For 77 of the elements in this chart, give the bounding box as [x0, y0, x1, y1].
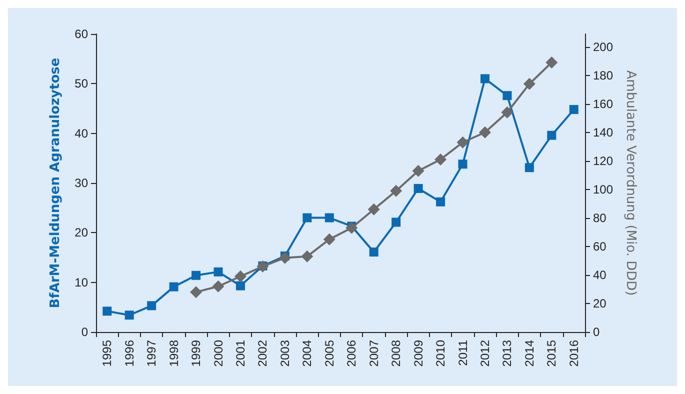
x-tick-label: 2007: [366, 340, 381, 367]
x-tick-label: 2011: [456, 340, 470, 366]
x-tick-label: 2004: [300, 340, 314, 367]
x-tick-label: 2000: [211, 340, 226, 367]
y2-tick-label: 20: [593, 296, 607, 310]
point: [278, 252, 291, 264]
point: [301, 250, 314, 262]
x-tick-label: 1999: [189, 340, 204, 367]
point: [456, 136, 469, 148]
y2-tick-label: 0: [593, 325, 600, 339]
x-tick-label: 2013: [500, 340, 514, 367]
point: [458, 160, 468, 169]
x-tick-label: 2009: [411, 340, 426, 367]
point: [368, 203, 380, 216]
x-tick-label: 2014: [522, 340, 536, 367]
x-tick-label: 1997: [144, 340, 159, 367]
point: [234, 270, 246, 282]
point: [414, 184, 423, 193]
y2-tick-label: 40: [593, 268, 607, 282]
y2-tick-label: 80: [593, 210, 607, 225]
y-tick-label: 30: [74, 176, 88, 190]
point: [236, 281, 245, 290]
y-tick-label: 0: [81, 325, 88, 339]
point: [124, 310, 134, 320]
y2-tick-label: 60: [593, 239, 607, 254]
x-tick-label: 2015: [544, 340, 559, 367]
point: [524, 163, 534, 172]
point: [480, 74, 490, 84]
point: [412, 164, 424, 177]
point: [390, 184, 402, 197]
point: [102, 306, 112, 316]
point: [212, 280, 224, 292]
y-tick-label: 10: [74, 275, 88, 290]
y-tick-label: 40: [74, 126, 88, 140]
point: [323, 233, 336, 246]
x-tick-label: 2002: [256, 340, 270, 367]
point: [190, 286, 202, 298]
x-tick-label: 2006: [344, 340, 359, 367]
y2-tick-label: 140: [593, 125, 614, 140]
point: [436, 197, 446, 206]
y-tick-label: 20: [74, 226, 88, 240]
y2-tick-label: 160: [593, 96, 614, 111]
point: [147, 301, 156, 310]
y2-tick-label: 200: [593, 40, 614, 54]
point: [302, 213, 312, 222]
y2-axis-title: Ambulante Verordnung (Mio. DDD): [622, 70, 638, 296]
point: [392, 218, 401, 227]
x-tick-label: 1996: [122, 340, 136, 367]
y2-tick-label: 100: [593, 182, 614, 196]
y2-tick-label: 180: [593, 68, 614, 82]
point: [324, 213, 334, 222]
y2-tick-label: 120: [593, 154, 614, 168]
x-tick-label: 2001: [233, 340, 248, 367]
point: [501, 106, 514, 118]
point: [546, 56, 558, 69]
x-tick-label: 2008: [389, 340, 404, 367]
x-tick-label: 2003: [278, 340, 292, 367]
point: [214, 267, 223, 276]
point: [369, 248, 378, 257]
x-tick-label: 2012: [478, 340, 492, 367]
point: [434, 153, 447, 166]
point: [569, 104, 578, 114]
x-tick-label: 2005: [322, 340, 336, 367]
x-tick-label: 2010: [434, 340, 448, 367]
point: [478, 126, 491, 138]
point: [169, 282, 178, 292]
y-tick-label: 60: [74, 27, 88, 41]
point: [502, 91, 512, 100]
y-axis-title: BfArM-Meldungen Agranulozytose: [48, 58, 63, 308]
point: [346, 222, 358, 234]
x-tick-label: 1998: [166, 340, 181, 367]
x-tick-label: 1995: [100, 340, 114, 367]
point: [192, 270, 201, 280]
point: [523, 78, 536, 90]
point: [547, 130, 556, 140]
x-tick-label: 2016: [566, 340, 581, 367]
y-tick-label: 50: [74, 76, 88, 91]
